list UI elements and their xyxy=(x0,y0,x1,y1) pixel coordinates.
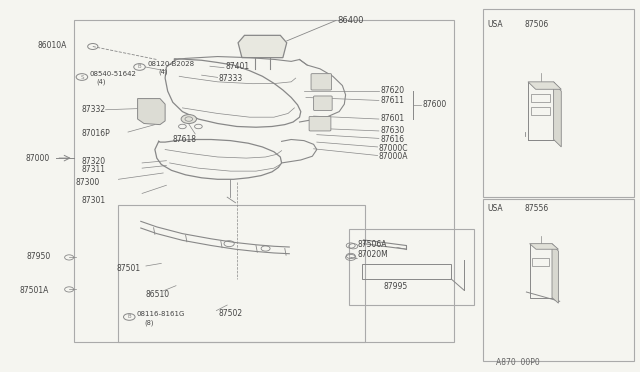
Polygon shape xyxy=(552,244,558,303)
Text: 86510: 86510 xyxy=(146,290,170,299)
Text: 87016P: 87016P xyxy=(82,129,111,138)
Text: 87950: 87950 xyxy=(27,252,51,261)
Polygon shape xyxy=(554,82,561,147)
FancyBboxPatch shape xyxy=(311,74,332,90)
Bar xyxy=(532,258,549,266)
FancyBboxPatch shape xyxy=(309,116,331,131)
Text: 87501A: 87501A xyxy=(19,286,49,295)
Text: 08116-8161G: 08116-8161G xyxy=(137,311,186,317)
Text: 87600: 87600 xyxy=(422,100,447,109)
Text: (8): (8) xyxy=(144,320,154,326)
Text: 87332: 87332 xyxy=(82,105,106,114)
Text: USA: USA xyxy=(488,20,503,29)
Text: 86010A: 86010A xyxy=(37,41,67,50)
Text: 87311: 87311 xyxy=(82,165,106,174)
Text: 87333: 87333 xyxy=(219,74,243,83)
Text: 87301: 87301 xyxy=(82,196,106,205)
Text: (4): (4) xyxy=(159,68,168,75)
Text: (4): (4) xyxy=(96,78,106,85)
Text: S: S xyxy=(80,74,84,80)
Text: 87300: 87300 xyxy=(76,178,100,187)
Text: B: B xyxy=(127,314,131,320)
Text: 87601: 87601 xyxy=(380,114,404,123)
Polygon shape xyxy=(238,35,287,58)
Text: 87000: 87000 xyxy=(26,154,50,163)
Bar xyxy=(362,264,451,279)
Text: 87630: 87630 xyxy=(380,126,404,135)
FancyBboxPatch shape xyxy=(314,96,332,110)
Text: 08120-B2028: 08120-B2028 xyxy=(147,61,195,67)
Text: 87320: 87320 xyxy=(82,157,106,166)
Bar xyxy=(483,9,634,197)
Text: 87000A: 87000A xyxy=(379,153,408,161)
Polygon shape xyxy=(138,99,165,125)
Text: 87620: 87620 xyxy=(380,86,404,95)
Text: 87618: 87618 xyxy=(173,135,197,144)
Bar xyxy=(528,82,554,140)
Text: 87000C: 87000C xyxy=(379,144,408,153)
Text: 87616: 87616 xyxy=(380,135,404,144)
Text: 87611: 87611 xyxy=(380,96,404,105)
Bar xyxy=(531,107,550,115)
Bar xyxy=(530,244,552,298)
Text: A870  00P0: A870 00P0 xyxy=(496,358,540,367)
Bar xyxy=(349,229,474,305)
Bar xyxy=(531,94,550,102)
Text: 87401: 87401 xyxy=(225,62,250,71)
Bar xyxy=(483,199,634,361)
Text: 87995: 87995 xyxy=(384,282,408,291)
Polygon shape xyxy=(530,244,558,249)
Text: 87502: 87502 xyxy=(219,309,243,318)
Text: 87020M: 87020M xyxy=(357,250,388,259)
Text: USA: USA xyxy=(488,204,503,213)
Text: B: B xyxy=(138,64,141,70)
Polygon shape xyxy=(528,82,561,89)
Text: 87501: 87501 xyxy=(116,264,141,273)
Text: 86400: 86400 xyxy=(337,16,364,25)
Text: 87556: 87556 xyxy=(525,204,549,213)
Bar xyxy=(74,20,454,342)
Text: 87506: 87506 xyxy=(525,20,549,29)
Bar xyxy=(118,205,365,342)
Circle shape xyxy=(181,115,196,124)
Text: 87506A: 87506A xyxy=(357,240,387,249)
Text: 08540-51642: 08540-51642 xyxy=(90,71,136,77)
